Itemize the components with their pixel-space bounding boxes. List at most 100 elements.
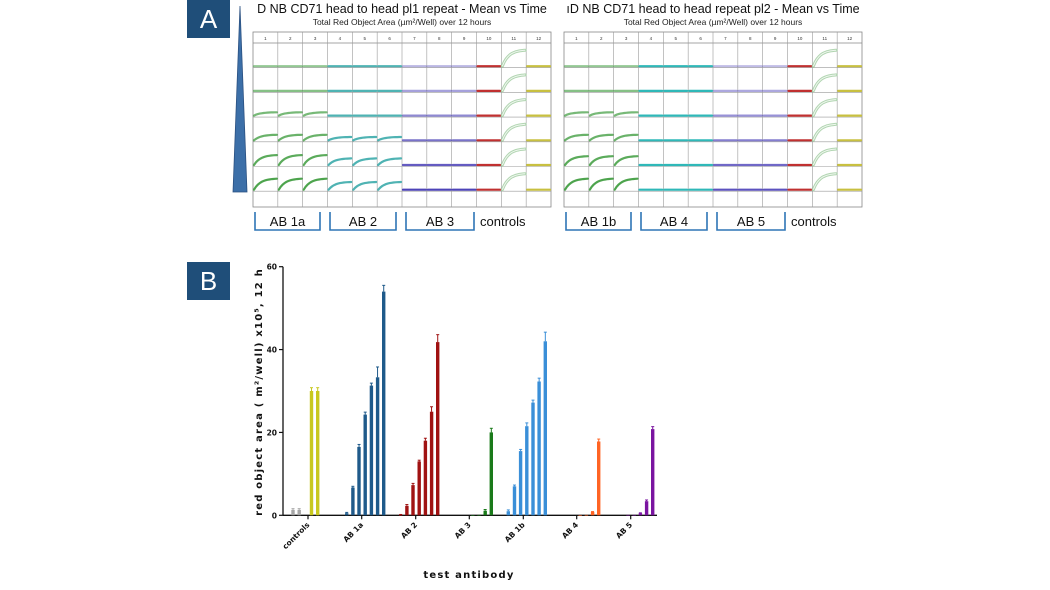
plate-column-number: 11 xyxy=(511,36,516,41)
well-curve-highlight xyxy=(812,173,837,190)
bar xyxy=(429,411,434,516)
bar xyxy=(363,414,367,516)
well-curve xyxy=(277,177,303,191)
well-curve-highlight xyxy=(501,49,526,67)
bar xyxy=(423,440,428,516)
bar-chart: red object area ( m²/well) x10⁵, 12 h te… xyxy=(254,263,657,581)
y-tick-label: 0 xyxy=(272,511,277,520)
plate-column-number: 6 xyxy=(388,36,391,41)
well-curve-highlight xyxy=(501,173,526,190)
group-bracket xyxy=(329,212,397,231)
concentration-wedge xyxy=(232,5,248,193)
well-curve xyxy=(613,133,639,142)
plate-title: ıD NB CD71 head to head repeat pl2 - Mea… xyxy=(566,2,859,16)
group-label: AB 3 xyxy=(426,214,454,229)
bar xyxy=(638,513,643,516)
plate-column-number: 11 xyxy=(822,36,827,41)
bar xyxy=(626,514,630,516)
bar xyxy=(382,291,386,516)
well-curve xyxy=(302,111,328,117)
bar xyxy=(584,514,589,516)
plate-subtitle: Total Red Object Area (µm²/Well) over 12… xyxy=(313,17,492,27)
group-bracket xyxy=(565,212,632,231)
well-curve xyxy=(563,133,589,142)
bar xyxy=(351,487,355,516)
well-curve-highlight xyxy=(501,123,526,141)
bar xyxy=(417,461,421,516)
plate-2: ıD NB CD71 head to head repeat pl2 - Mea… xyxy=(563,2,863,231)
group-bracket xyxy=(640,212,708,231)
well-curve-highlight xyxy=(812,123,837,141)
well-curve xyxy=(327,157,353,167)
well-curve xyxy=(277,154,303,167)
group-bracket xyxy=(716,212,786,231)
plate-column-number: 3 xyxy=(625,36,628,41)
bar xyxy=(512,486,517,516)
group-label: AB 2 xyxy=(349,214,377,229)
bar xyxy=(375,377,380,516)
bar xyxy=(489,432,493,516)
panel-a-label: A xyxy=(187,0,230,38)
well-curve xyxy=(563,177,589,191)
bar xyxy=(644,501,649,516)
plate-column-number: 1 xyxy=(575,36,578,41)
group-label: AB 5 xyxy=(737,214,765,229)
plate-column-number: 1 xyxy=(264,36,267,41)
controls-label: controls xyxy=(791,214,837,229)
x-tick-label: AB 5 xyxy=(614,520,634,540)
well-curve xyxy=(377,180,403,191)
well-curve-highlight xyxy=(501,74,526,92)
bar xyxy=(506,511,510,516)
plate-column-number: 7 xyxy=(413,36,416,41)
plate-column-number: 12 xyxy=(536,36,542,41)
well-curve xyxy=(377,157,403,167)
well-curve-highlight xyxy=(812,49,837,67)
x-tick-label: AB 1a xyxy=(341,520,365,544)
x-tick-label: AB 2 xyxy=(399,520,419,540)
bar xyxy=(483,510,487,516)
group-label: AB 1b xyxy=(581,214,616,229)
bar xyxy=(477,514,481,516)
bar xyxy=(291,509,295,516)
bar xyxy=(411,485,415,516)
plate-column-number: 7 xyxy=(724,36,727,41)
y-axis-label: red object area ( m²/well) x10⁵, 12 h xyxy=(254,268,265,516)
well-curve xyxy=(563,155,589,167)
plate-subtitle: Total Red Object Area (µm²/Well) over 12… xyxy=(624,17,803,27)
plate-column-number: 4 xyxy=(650,36,653,41)
x-tick-label: controls xyxy=(281,520,312,551)
well-curve xyxy=(302,133,328,142)
well-curve xyxy=(352,157,378,167)
plate-maps: D NB CD71 head to head pl1 repeat - Mean… xyxy=(252,2,863,231)
well-curve-highlight xyxy=(501,99,526,116)
bar xyxy=(518,451,523,516)
bar xyxy=(399,514,403,516)
well-curve xyxy=(252,133,278,142)
plate-column-number: 9 xyxy=(774,36,777,41)
plate-column-number: 6 xyxy=(699,36,702,41)
plate-column-number: 2 xyxy=(289,36,292,41)
plate-column-number: 8 xyxy=(438,36,441,41)
bar xyxy=(632,514,636,516)
plate-column-number: 9 xyxy=(463,36,466,41)
y-tick-label: 60 xyxy=(267,263,277,272)
group-label: AB 4 xyxy=(660,214,688,229)
well-curve xyxy=(588,177,614,191)
well-curve xyxy=(327,180,353,191)
well-curve xyxy=(588,155,614,167)
well-curve xyxy=(277,111,303,117)
plate-column-number: 5 xyxy=(674,36,677,41)
well-curve xyxy=(302,177,328,191)
well-curve xyxy=(252,154,278,167)
well-curve xyxy=(352,180,378,191)
group-bracket xyxy=(405,212,475,231)
x-tick-label: AB 4 xyxy=(560,520,580,540)
bar xyxy=(525,426,529,516)
well-curve xyxy=(588,133,614,142)
bar xyxy=(357,446,361,516)
plate-column-number: 8 xyxy=(749,36,752,41)
well-curve xyxy=(613,155,639,167)
panel-a-letter: A xyxy=(200,4,218,34)
bar xyxy=(345,513,349,516)
